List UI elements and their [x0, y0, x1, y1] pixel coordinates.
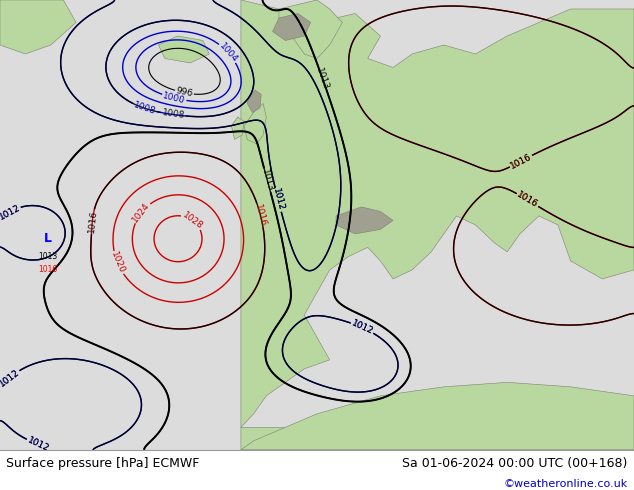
Text: 1016: 1016: [253, 203, 268, 227]
Text: 1016: 1016: [508, 152, 533, 171]
Text: 1012: 1012: [0, 203, 22, 222]
Text: Sa 01-06-2024 00:00 UTC (00+168): Sa 01-06-2024 00:00 UTC (00+168): [403, 457, 628, 470]
Text: 996: 996: [175, 87, 193, 99]
Text: 1016: 1016: [508, 152, 533, 171]
Text: 1008: 1008: [161, 108, 185, 121]
Polygon shape: [231, 117, 244, 140]
Text: 1000: 1000: [162, 91, 186, 105]
Text: 1016: 1016: [38, 266, 57, 274]
Text: 1013: 1013: [314, 66, 331, 91]
Text: 1024: 1024: [131, 201, 152, 224]
Text: 1016: 1016: [87, 210, 98, 234]
Text: 1016: 1016: [515, 190, 540, 210]
Text: L: L: [44, 232, 51, 245]
Polygon shape: [279, 0, 342, 58]
Text: 1012: 1012: [0, 203, 22, 222]
Polygon shape: [0, 0, 76, 54]
Polygon shape: [244, 103, 266, 144]
Text: 1012: 1012: [26, 435, 50, 453]
Text: ©weatheronline.co.uk: ©weatheronline.co.uk: [503, 479, 628, 489]
Text: 1012: 1012: [0, 368, 22, 389]
Text: 1020: 1020: [109, 251, 126, 275]
Polygon shape: [241, 382, 634, 450]
Text: 1016: 1016: [515, 190, 540, 210]
Text: Surface pressure [hPa] ECMWF: Surface pressure [hPa] ECMWF: [6, 457, 200, 470]
Text: 1012: 1012: [350, 319, 375, 337]
Polygon shape: [158, 36, 209, 63]
Text: 1012: 1012: [271, 188, 285, 212]
Polygon shape: [247, 90, 261, 113]
Text: 1012: 1012: [350, 319, 375, 337]
Text: 1012: 1012: [271, 188, 285, 212]
Text: 1012: 1012: [26, 435, 50, 453]
Polygon shape: [273, 14, 311, 41]
Text: 1013: 1013: [38, 252, 57, 261]
Text: 1004: 1004: [217, 41, 239, 64]
Polygon shape: [336, 207, 393, 234]
Text: 1008: 1008: [133, 100, 157, 116]
Polygon shape: [241, 0, 634, 450]
Text: 1012: 1012: [0, 368, 22, 389]
Text: 1013: 1013: [260, 168, 275, 193]
Text: 1028: 1028: [181, 210, 204, 231]
